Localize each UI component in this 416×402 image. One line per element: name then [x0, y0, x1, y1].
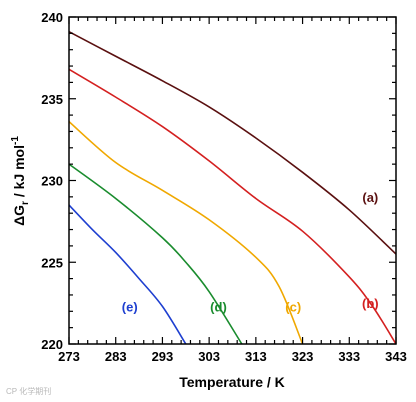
y-axis-label-sub: r: [20, 201, 31, 205]
series-label-c: (c): [285, 299, 301, 314]
series-label-d: (d): [210, 299, 227, 314]
plot-frame: [68, 16, 397, 345]
series-layer: [68, 31, 397, 345]
x-tick-label: 273: [58, 349, 80, 364]
y-axis-label-unit: / kJ mol: [11, 145, 27, 201]
series-line-b: [68, 68, 397, 345]
y-axis-label-main: ΔG: [11, 205, 27, 226]
series-label-e: (e): [122, 299, 138, 314]
series-line-a: [68, 31, 397, 255]
y-tick-label: 220: [41, 337, 63, 352]
y-axis-label-sup: -1: [10, 136, 21, 145]
x-tick-label: 343: [385, 349, 407, 364]
series-label-a: (a): [362, 190, 378, 205]
y-tick-label: 235: [41, 92, 63, 107]
series-line-c: [68, 121, 304, 345]
x-axis-label: Temperature / K: [179, 374, 285, 390]
watermark: CP 化学期刊: [6, 387, 52, 396]
series-line-d: [68, 163, 243, 345]
y-tick-label: 230: [41, 174, 63, 189]
series-line-e: [68, 204, 187, 345]
y-tick-label: 225: [41, 255, 63, 270]
x-tick-label: 323: [292, 349, 314, 364]
series-label-b: (b): [362, 296, 379, 311]
y-tick-label: 240: [41, 10, 63, 25]
x-tick-label: 313: [245, 349, 267, 364]
series-label-layer: (a) (b) (c) (d) (e): [122, 190, 379, 315]
x-tick-label: 333: [338, 349, 360, 364]
x-tick-label: 283: [105, 349, 127, 364]
ticks-layer: 273 283 293 303 313 323 333 343 220 225 230 235 240: [41, 10, 407, 364]
x-tick-label: 293: [152, 349, 174, 364]
y-axis-label: ΔGr / kJ mol-1: [10, 136, 31, 226]
x-tick-label: 303: [198, 349, 220, 364]
